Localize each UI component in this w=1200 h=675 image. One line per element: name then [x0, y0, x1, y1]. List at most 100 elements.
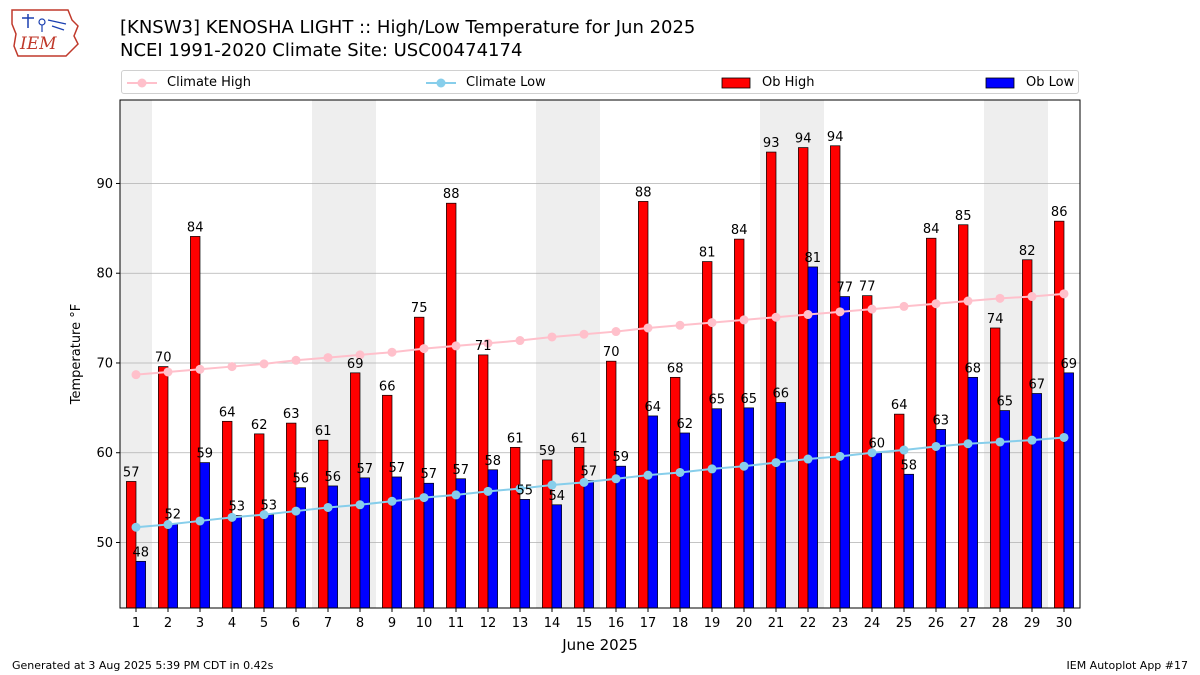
- ob-high-bar: [510, 446, 521, 609]
- x-tick-label: 3: [196, 616, 204, 631]
- ob-high-label: 71: [475, 339, 492, 354]
- ob-low-label: 66: [773, 386, 790, 401]
- x-tick-label: 5: [260, 616, 268, 631]
- ob-high-label: 85: [955, 209, 972, 224]
- ob-high-label: 84: [187, 220, 204, 235]
- climate-low-point: [131, 522, 141, 532]
- ob-low-label: 64: [645, 400, 662, 415]
- ob-low-label: 54: [549, 489, 566, 504]
- climate-low-point: [419, 493, 429, 503]
- ob-high-label: 88: [635, 185, 652, 200]
- chart-title: [KNSW3] KENOSHA LIGHT :: High/Low Temper…: [120, 17, 696, 38]
- x-tick-label: 7: [324, 616, 332, 631]
- ob-high-bar: [830, 145, 841, 609]
- climate-high-point: [1059, 289, 1069, 299]
- x-tick-label: 27: [960, 616, 977, 631]
- climate-high-point: [771, 312, 781, 322]
- ob-high-bar: [158, 366, 169, 609]
- x-tick-label: 13: [512, 616, 529, 631]
- x-tick-label: 10: [416, 616, 433, 631]
- ob-low-bar: [615, 465, 626, 609]
- ob-high-label: 64: [219, 405, 236, 420]
- ob-high-label: 57: [123, 465, 140, 480]
- ob-low-bar: [583, 480, 594, 609]
- climate-low-point: [643, 470, 653, 480]
- ob-low-bar: [775, 402, 786, 609]
- ob-high-label: 64: [891, 398, 908, 413]
- x-axis-label: June 2025: [561, 636, 638, 654]
- climate-high-point: [451, 341, 461, 351]
- x-tick-label: 28: [992, 616, 1009, 631]
- climate-low-point: [803, 454, 813, 464]
- climate-high-point: [867, 304, 877, 314]
- climate-high-point: [291, 355, 301, 365]
- ob-high-bar: [286, 422, 297, 609]
- ob-low-label: 62: [677, 417, 694, 432]
- ob-high-label: 68: [667, 361, 684, 376]
- bar-value-labels: 57 70 84 64 62 63 61 69 66 75 88 71 61 59 61 70 88 68 81 84…: [123, 130, 1077, 561]
- climate-low-point: [771, 458, 781, 468]
- ob-high-label: 82: [1019, 244, 1036, 259]
- ob-high-bar: [798, 147, 809, 609]
- ob-high-bar: [894, 413, 905, 609]
- climate-high-point: [1027, 292, 1037, 302]
- climate-low-point: [675, 467, 685, 477]
- ob-high-bar: [670, 376, 681, 609]
- ob-high-bar: [414, 316, 425, 609]
- climate-low-point: [835, 451, 845, 461]
- ob-high-label: 84: [731, 223, 748, 238]
- climate-low-point: [1059, 432, 1069, 442]
- x-tick-label: 15: [576, 616, 593, 631]
- chart-legend: Climate High Climate Low Ob High Ob Low: [121, 70, 1079, 94]
- climate-low-point: [515, 484, 525, 494]
- x-tick-label: 23: [832, 616, 849, 631]
- ob-low-label: 65: [997, 395, 1014, 410]
- x-tick-label: 24: [864, 616, 881, 631]
- climate-high-point: [387, 347, 397, 357]
- ob-low-label: 65: [709, 393, 726, 408]
- x-tick-label: 21: [768, 616, 785, 631]
- climate-high-point: [931, 299, 941, 309]
- climate-high-point: [739, 315, 749, 325]
- ob-high-bar: [766, 151, 777, 609]
- x-tick-label: 8: [356, 616, 364, 631]
- ob-high-label: 81: [699, 246, 716, 261]
- climate-low-point: [611, 474, 621, 484]
- ob-low-label: 57: [421, 467, 438, 482]
- climate-low-point: [899, 445, 909, 455]
- climate-low-point: [867, 448, 877, 458]
- x-tick-label: 19: [704, 616, 721, 631]
- ob-low-label: 65: [741, 392, 758, 407]
- ob-low-label: 56: [325, 470, 342, 485]
- climate-high-point: [515, 336, 525, 346]
- app-credit: IEM Autoplot App #17: [1066, 659, 1189, 672]
- climate-high-point: [899, 301, 909, 311]
- climate-low-point: [227, 512, 237, 522]
- ob-low-label: 68: [965, 361, 982, 376]
- y-tick-label: 50: [96, 536, 113, 551]
- ob-low-bar: [199, 462, 210, 609]
- ob-low-bar: [871, 452, 882, 609]
- climate-high-point: [579, 329, 589, 339]
- ob-low-bar: [647, 415, 658, 609]
- x-tick-label: 14: [544, 616, 561, 631]
- ob-high-bar: [606, 360, 617, 609]
- ob-low-label: 53: [229, 500, 246, 515]
- ob-high-label: 61: [571, 431, 588, 446]
- ob-high-bar: [254, 433, 265, 609]
- ob-low-bar: [935, 429, 946, 609]
- climate-low-point: [291, 506, 301, 516]
- ob-high-bar: [734, 238, 745, 609]
- ob-high-label: 69: [347, 357, 364, 372]
- ob-low-label: 58: [901, 458, 918, 473]
- logo-text: IEM: [20, 34, 57, 54]
- climate-high-point: [835, 307, 845, 317]
- legend-label: Climate High: [167, 75, 252, 90]
- ob-low-bar: [743, 407, 754, 609]
- climate-low-point: [451, 490, 461, 500]
- climate-high-point: [259, 359, 269, 369]
- climate-high-point: [163, 367, 173, 377]
- ob-low-bar: [1063, 372, 1074, 609]
